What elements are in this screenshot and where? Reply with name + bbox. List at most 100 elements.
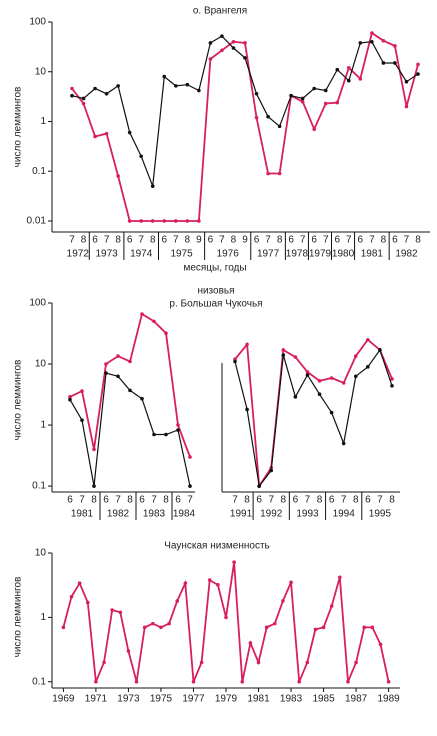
- data-point: [199, 660, 204, 665]
- year-label: 1979: [309, 249, 332, 260]
- y-axis-label: число леммингов: [13, 87, 24, 168]
- year-label: 1991: [230, 509, 253, 520]
- x-tick-label: 1977: [182, 694, 205, 705]
- data-point: [390, 377, 394, 381]
- data-point: [183, 581, 188, 585]
- data-point: [127, 130, 132, 135]
- data-point: [254, 92, 259, 96]
- x-tick-label: 1989: [377, 694, 400, 705]
- month-label: 7: [305, 495, 311, 506]
- data-point: [338, 575, 342, 580]
- data-point: [176, 423, 180, 427]
- month-label: 8: [381, 235, 387, 246]
- data-point: [243, 41, 247, 45]
- data-point: [353, 374, 358, 379]
- year-label: 1992: [260, 509, 283, 520]
- month-label: 6: [256, 495, 262, 506]
- year-label: 1994: [333, 509, 356, 520]
- month-label: 8: [231, 235, 237, 246]
- data-point: [152, 432, 156, 437]
- data-point: [164, 432, 168, 437]
- data-point: [232, 560, 236, 564]
- data-point: [116, 174, 120, 178]
- data-point: [224, 615, 228, 620]
- data-point: [70, 93, 74, 98]
- chart-subtitle: р. Большая Чукочья: [169, 299, 262, 310]
- month-label: 7: [69, 235, 75, 246]
- data-point: [61, 625, 66, 630]
- year-label: 1982: [395, 249, 418, 260]
- data-point: [220, 48, 224, 53]
- data-point: [266, 171, 270, 176]
- data-point: [321, 625, 326, 630]
- y-tick-label: 10: [35, 359, 47, 370]
- data-point: [216, 583, 220, 587]
- data-point: [281, 348, 286, 352]
- x-tick-label: 1981: [247, 694, 270, 705]
- data-point: [245, 407, 249, 412]
- series-line: [62, 562, 390, 683]
- year-label: 1984: [173, 509, 196, 520]
- data-point: [80, 418, 84, 423]
- data-point: [272, 621, 277, 626]
- data-point: [104, 371, 108, 375]
- data-point: [362, 625, 367, 630]
- data-point: [289, 580, 293, 585]
- data-point: [176, 428, 180, 432]
- data-point: [366, 365, 370, 369]
- series-line: [69, 312, 191, 458]
- data-point: [140, 312, 144, 316]
- month-label: 6: [288, 235, 294, 246]
- month-label: 7: [300, 235, 306, 246]
- month-label: 6: [365, 495, 371, 506]
- month-label: 6: [67, 495, 73, 506]
- data-point: [140, 396, 144, 401]
- data-point: [335, 67, 340, 72]
- data-point: [312, 127, 317, 131]
- data-point: [139, 219, 143, 223]
- data-point: [381, 38, 386, 43]
- data-point: [85, 600, 90, 605]
- y-axis-label: число леммингов: [13, 360, 24, 441]
- data-point: [127, 219, 132, 223]
- month-label: 8: [389, 495, 395, 506]
- data-point: [197, 88, 201, 93]
- year-label: 1981: [361, 249, 384, 260]
- year-label: 1972: [67, 249, 90, 260]
- month-label: 7: [232, 495, 238, 506]
- data-point: [188, 455, 192, 459]
- data-point: [281, 353, 286, 357]
- series-line: [234, 338, 393, 489]
- data-point: [94, 679, 98, 684]
- data-point: [102, 660, 106, 665]
- month-label: 8: [127, 495, 133, 506]
- data-point: [151, 621, 155, 626]
- month-label: 7: [404, 235, 410, 246]
- year-label: 1973: [95, 249, 118, 260]
- data-point: [354, 660, 358, 665]
- series-line: [234, 348, 393, 488]
- month-label: 8: [91, 495, 97, 506]
- x-tick-label: 1975: [150, 694, 173, 705]
- year-label: 1993: [296, 509, 319, 520]
- y-tick-label: 10: [35, 66, 47, 77]
- x-tick-label: 1971: [85, 694, 108, 705]
- month-label: 7: [341, 495, 347, 506]
- data-point: [110, 608, 114, 612]
- month-label: 9: [196, 235, 202, 246]
- year-label: 1983: [143, 509, 166, 520]
- data-point: [152, 319, 156, 324]
- data-point: [208, 57, 213, 61]
- month-label: 7: [346, 235, 352, 246]
- month-label: 7: [323, 235, 329, 246]
- data-point: [104, 362, 108, 366]
- data-point: [293, 355, 298, 359]
- x-tick-label: 1969: [52, 694, 75, 705]
- month-label: 9: [242, 235, 248, 246]
- month-label: 6: [392, 235, 398, 246]
- month-label: 7: [79, 495, 85, 506]
- data-point: [416, 62, 420, 67]
- month-label: 7: [369, 235, 375, 246]
- month-label: 7: [173, 235, 179, 246]
- data-point: [116, 374, 120, 379]
